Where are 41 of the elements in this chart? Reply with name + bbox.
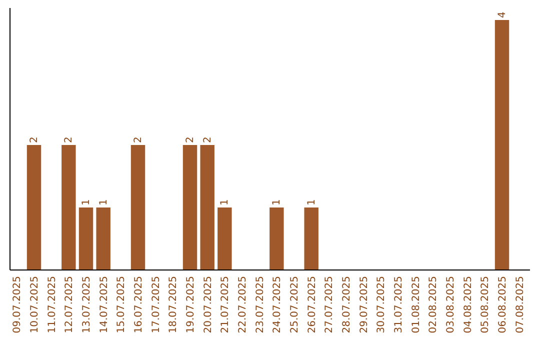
data-label: 1 <box>81 199 92 206</box>
x-tick-label: 20.07.2025 <box>202 276 214 334</box>
x-tick-label: 27.07.2025 <box>324 276 336 334</box>
x-tick-label: 06.08.2025 <box>498 276 508 334</box>
x-tick-label: 04.08.2025 <box>462 276 474 334</box>
data-label: 2 <box>185 136 196 143</box>
x-tick-label: 23.07.2025 <box>254 276 266 334</box>
x-tick-label: 01.08.2025 <box>410 276 422 334</box>
x-tick-label: 14.07.2025 <box>98 276 110 334</box>
x-tick-label: 30.07.2025 <box>376 276 388 334</box>
x-tick-label: 28.07.2025 <box>342 276 352 334</box>
x-tick-label: 12.07.2025 <box>64 276 76 334</box>
x-tick-label: 19.07.2025 <box>186 276 196 334</box>
x-tick-label: 25.07.2025 <box>290 276 300 334</box>
x-tick-label: 09.07.2025 <box>12 276 24 334</box>
data-label: 2 <box>64 136 75 143</box>
data-label: 2 <box>133 136 144 143</box>
x-tick-label: 31.07.2025 <box>394 276 404 334</box>
data-label: 1 <box>306 199 318 206</box>
x-tick-label: 21.07.2025 <box>220 276 232 334</box>
x-tick-label: 02.08.2025 <box>428 276 440 334</box>
x-tick-label: 11.07.2025 <box>46 276 58 334</box>
x-tick-label: 10.07.2025 <box>30 276 40 334</box>
x-tick-label: 26.07.2025 <box>306 276 318 334</box>
x-tick-label: 22.07.2025 <box>238 276 248 334</box>
x-tick-label: 03.08.2025 <box>446 276 456 334</box>
data-label: 2 <box>202 136 214 143</box>
data-label: 1 <box>272 199 283 206</box>
x-tick-label: 18.07.2025 <box>168 276 180 334</box>
data-label: 2 <box>29 136 40 143</box>
x-tick-label: 15.07.2025 <box>116 276 128 334</box>
x-tick-label: 17.07.2025 <box>150 276 162 334</box>
data-label: 4 <box>497 12 508 18</box>
x-tick-label: 29.07.2025 <box>358 276 370 334</box>
x-tick-label: 13.07.2025 <box>82 276 92 334</box>
x-tick-label: 05.08.2025 <box>480 276 492 334</box>
data-label: 1 <box>98 199 110 206</box>
x-tick-label: 07.08.2025 <box>514 276 526 334</box>
data-label: 1 <box>220 199 231 206</box>
x-tick-label: 24.07.2025 <box>272 276 284 334</box>
x-tick-label: 16.07.2025 <box>134 276 144 334</box>
